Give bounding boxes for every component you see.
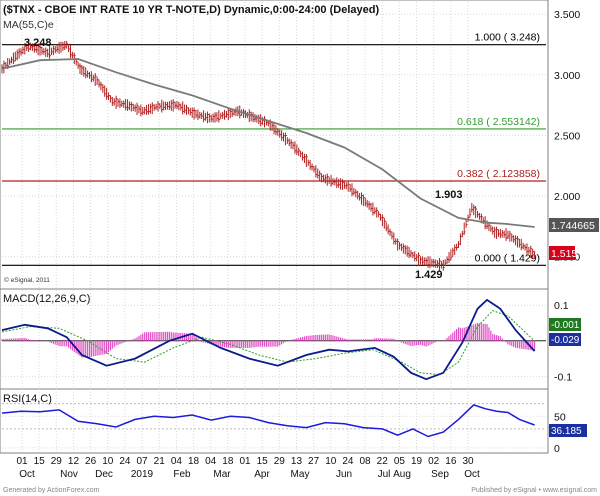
ma55-line <box>1 58 535 228</box>
macd-signal-line <box>1 310 535 376</box>
x-tick-label: 10 <box>102 456 114 467</box>
x-tick-label: 29 <box>51 456 63 467</box>
x-tick-label: 24 <box>342 456 354 467</box>
x-tick-label: 08 <box>360 456 372 467</box>
x-tick-label: 12 <box>68 456 80 467</box>
svg-text:1.515: 1.515 <box>551 248 577 260</box>
x-tick-label: 19 <box>411 456 423 467</box>
x-tick-label: 24 <box>119 456 131 467</box>
ma-legend-label: MA(55,C)e <box>3 19 54 31</box>
x-month-label: Sep <box>431 469 449 480</box>
rebound-annotation: 1.903 <box>435 189 463 201</box>
x-month-label: Oct <box>464 469 480 480</box>
x-tick-label: 10 <box>325 456 337 467</box>
x-tick-label: 18 <box>188 456 200 467</box>
grid-layer <box>2 2 546 451</box>
price-y-tick: 3.000 <box>554 70 580 82</box>
axis-layer: 01 15 29 12 26 10 24 07 21 04 18 04 18 01 15 29 13 27 10 24… <box>16 9 580 480</box>
x-tick-label: 04 <box>171 456 183 467</box>
footer-right-text: Published by eSignal • www.esignal.com <box>471 487 597 494</box>
x-tick-label: 22 <box>377 456 389 467</box>
macd-signal-badge: -0.001 <box>549 318 581 331</box>
x-month-label: Apr <box>254 469 270 480</box>
x-tick-label: 01 <box>16 456 28 467</box>
x-month-label: Jun <box>336 469 352 480</box>
price-y-tick: 3.500 <box>554 9 580 21</box>
rsi-value-badge: 36.185 <box>549 424 587 437</box>
price-panel-frame <box>0 0 549 290</box>
fib-level-label: 0.382 ( 2.123858) <box>457 168 540 180</box>
macd-histogram <box>1 323 536 358</box>
series-layer <box>1 39 536 438</box>
copyright-label: © eSignal, 2011 <box>4 276 50 284</box>
x-tick-label: 26 <box>85 456 97 467</box>
macd-line <box>1 298 536 381</box>
x-tick-label: 02 <box>428 456 440 467</box>
price-y-tick: 2.500 <box>554 130 580 142</box>
x-month-label: May <box>291 469 310 480</box>
svg-text:36.185: 36.185 <box>551 426 582 437</box>
x-month-label: Mar <box>213 469 231 480</box>
macd-value-badge: -0.029 <box>549 333 581 346</box>
x-tick-label: 15 <box>257 456 269 467</box>
x-tick-label: 13 <box>291 456 303 467</box>
price-panel-title: ($TNX - CBOE INT RATE 10 YR T-NOTE,D) Dy… <box>3 4 379 16</box>
fib-level-label: 0.000 ( 1.429) <box>475 252 540 264</box>
ma-value-badge: 1.744665 <box>549 218 599 232</box>
x-tick-label: 21 <box>154 456 166 467</box>
footer-left-text: Generated by ActionForex.com <box>3 487 100 494</box>
svg-text:-0.029: -0.029 <box>551 335 580 346</box>
macd-y-tick: 0.1 <box>554 300 569 312</box>
rsi-y-tick: 50 <box>554 411 566 423</box>
fib-level-label: 0.618 ( 2.553142) <box>457 116 540 128</box>
x-month-label: Feb <box>173 469 191 480</box>
peak-annotation: 3.248 <box>24 37 52 49</box>
rsi-y-tick: 0 <box>554 443 560 455</box>
x-month-label: Jul <box>378 469 391 480</box>
x-tick-label: 07 <box>137 456 149 467</box>
trough-annotation: 1.429 <box>415 269 443 281</box>
x-tick-label: 01 <box>239 456 251 467</box>
fib-level-label: 1.000 ( 3.248) <box>475 32 540 44</box>
x-tick-label: 27 <box>308 456 320 467</box>
x-tick-label: 16 <box>445 456 457 467</box>
x-tick-label: 29 <box>274 456 286 467</box>
x-month-label: Aug <box>393 469 411 480</box>
rsi-panel-frame <box>0 388 549 454</box>
x-month-label: Nov <box>60 469 78 480</box>
price-value-badge: 1.515 <box>549 246 577 260</box>
rsi-line <box>1 404 535 438</box>
x-tick-label: 05 <box>394 456 406 467</box>
x-month-label: Dec <box>95 469 113 480</box>
svg-text:1.744665: 1.744665 <box>551 220 595 232</box>
x-tick-label: 15 <box>34 456 46 467</box>
price-y-tick: 2.000 <box>554 191 580 203</box>
svg-text:-0.001: -0.001 <box>551 320 580 331</box>
x-tick-label: 30 <box>462 456 474 467</box>
x-month-label: Oct <box>19 469 35 480</box>
x-tick-label: 18 <box>222 456 234 467</box>
macd-panel-title: MACD(12,26,9,C) <box>3 293 90 305</box>
macd-y-tick: -0.1 <box>554 371 572 383</box>
x-tick-label: 04 <box>205 456 217 467</box>
rsi-panel-title: RSI(14,C) <box>3 393 52 405</box>
x-month-label: 2019 <box>131 469 154 480</box>
